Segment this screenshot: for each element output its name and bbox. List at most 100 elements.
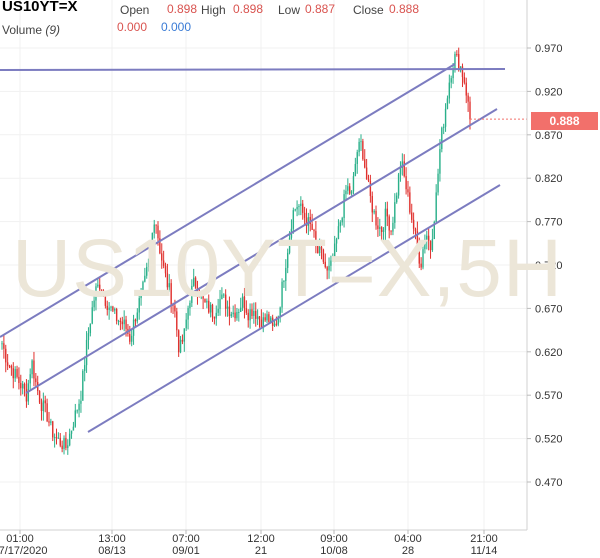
- symbol-title: US10YT=X: [2, 0, 78, 15]
- candle-body: [91, 307, 93, 324]
- candle-body: [33, 360, 35, 379]
- candle-body: [198, 295, 201, 298]
- candle-body: [422, 249, 424, 268]
- watermark: US10YT=X,5H: [12, 223, 564, 314]
- candle-body: [206, 300, 208, 303]
- high-label: High: [201, 3, 226, 17]
- candle-body: [364, 159, 366, 168]
- candle-body: [82, 370, 84, 401]
- candle-body: [191, 285, 193, 303]
- candle-body: [354, 163, 357, 177]
- candle-body: [333, 243, 336, 261]
- candle-body: [35, 378, 37, 383]
- volume-label-text: Volume: [2, 23, 43, 37]
- low-value: 0.887: [305, 2, 336, 16]
- candle-body: [74, 410, 77, 427]
- candle-body: [395, 195, 398, 203]
- candle-body: [465, 82, 467, 96]
- candle-body: [262, 317, 264, 328]
- candle-body: [147, 258, 150, 267]
- candle-body: [444, 108, 447, 127]
- candle-body: [426, 235, 428, 240]
- candle-body: [166, 273, 169, 288]
- volume-value-1: 0.000: [117, 20, 148, 34]
- candle-body: [200, 293, 202, 298]
- candle-body: [153, 224, 155, 233]
- channel-line: [0, 63, 456, 338]
- candle-body: [213, 316, 216, 319]
- x-tick-date: 21: [255, 545, 267, 557]
- candle-body: [123, 319, 125, 325]
- candle-body: [129, 334, 131, 342]
- candle-body: [50, 421, 52, 423]
- candle-body: [358, 141, 360, 153]
- candle-body: [176, 311, 178, 331]
- candle-body: [20, 382, 22, 389]
- candle-body: [21, 383, 24, 389]
- candle-body: [87, 333, 90, 340]
- candle-body: [367, 179, 370, 181]
- candle-body: [18, 376, 20, 383]
- candle-body: [14, 369, 16, 379]
- y-tick-label: 0.620: [535, 347, 563, 359]
- candle-body: [300, 203, 302, 207]
- candle-body: [253, 310, 255, 316]
- candle-body: [411, 212, 413, 220]
- candle-body: [93, 300, 95, 308]
- candle-body: [40, 402, 43, 412]
- candle-body: [95, 286, 97, 301]
- candle-body: [352, 176, 355, 192]
- candle-body: [162, 260, 165, 266]
- candle-body: [273, 323, 276, 326]
- candle-body: [155, 224, 157, 226]
- candle-body: [16, 369, 18, 377]
- volume-value-2: 0.000: [161, 20, 192, 34]
- candle-body: [219, 299, 221, 309]
- candle-body: [382, 229, 385, 232]
- candle-body: [403, 161, 405, 177]
- volume-label: Volume (9): [2, 23, 60, 37]
- candle-body: [318, 246, 321, 254]
- candle-body: [5, 348, 7, 363]
- y-tick-label: 0.770: [535, 217, 563, 229]
- candle-body: [174, 305, 176, 312]
- candle-body: [390, 230, 392, 232]
- candle-body: [437, 173, 439, 193]
- candle-body: [409, 192, 411, 213]
- candle-body: [149, 248, 152, 259]
- candle-body: [215, 312, 217, 319]
- x-tick-date: 28: [402, 545, 414, 557]
- candle-body: [450, 78, 452, 83]
- candle-body: [76, 410, 78, 412]
- last-price-tag: 0.888: [531, 112, 598, 130]
- candle-body: [328, 265, 330, 271]
- candle-body: [439, 148, 441, 174]
- candle-body: [292, 210, 295, 229]
- candle-body: [458, 54, 460, 71]
- candle-body: [106, 305, 108, 310]
- candle-body: [397, 174, 400, 196]
- candle-body: [394, 202, 396, 223]
- candle-body: [228, 306, 231, 317]
- candle-body: [467, 95, 469, 102]
- candle-body: [72, 426, 75, 431]
- candle-body: [164, 265, 167, 274]
- candle-body: [407, 189, 409, 193]
- y-tick-label: 0.570: [535, 390, 563, 402]
- candle-body: [211, 304, 214, 317]
- candle-body: [38, 391, 41, 403]
- candle-body: [159, 238, 161, 254]
- candle-body: [121, 321, 123, 325]
- candle-body: [286, 252, 289, 268]
- candle-body: [157, 225, 159, 239]
- candle-body: [67, 445, 69, 449]
- candles: [1, 47, 471, 455]
- candle-body: [144, 275, 146, 282]
- candle-body: [130, 335, 133, 342]
- candle-body: [320, 246, 323, 250]
- candle-body: [202, 293, 204, 299]
- candle-body: [230, 314, 233, 317]
- candle-body: [161, 253, 163, 261]
